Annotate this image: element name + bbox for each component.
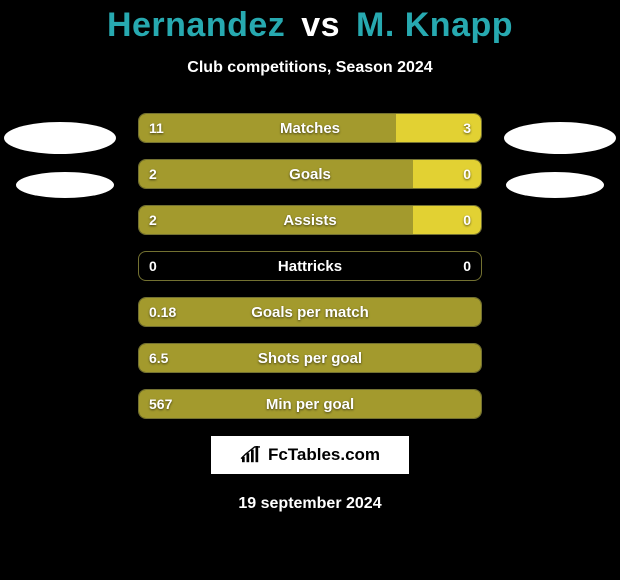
- stat-row: 567Min per goal: [138, 389, 482, 419]
- watermark: FcTables.com: [210, 435, 410, 475]
- stat-label: Goals per match: [139, 298, 481, 326]
- stat-row: 6.5Shots per goal: [138, 343, 482, 373]
- stat-row: 0.18Goals per match: [138, 297, 482, 327]
- stat-row: 00Hattricks: [138, 251, 482, 281]
- watermark-text: FcTables.com: [268, 445, 380, 465]
- stat-row: 20Assists: [138, 205, 482, 235]
- stat-label: Min per goal: [139, 390, 481, 418]
- stat-label: Shots per goal: [139, 344, 481, 372]
- stat-label: Hattricks: [139, 252, 481, 280]
- stat-label: Goals: [139, 160, 481, 188]
- stat-label: Matches: [139, 114, 481, 142]
- page-title: Hernandez vs M. Knapp: [0, 6, 620, 45]
- stat-row: 20Goals: [138, 159, 482, 189]
- player1-name: Hernandez: [107, 6, 285, 44]
- chart-icon: [240, 446, 262, 464]
- vs-text: vs: [301, 6, 340, 44]
- stats-block: 113Matches 20Goals 20Assists 00Hattricks 0.1…: [0, 113, 620, 513]
- player2-name: M. Knapp: [356, 6, 513, 44]
- subtitle: Club competitions, Season 2024: [0, 59, 620, 77]
- date-text: 19 september 2024: [0, 495, 620, 513]
- stats-bars: 113Matches 20Goals 20Assists 00Hattricks 0.1…: [138, 113, 482, 419]
- stat-label: Assists: [139, 206, 481, 234]
- stat-row: 113Matches: [138, 113, 482, 143]
- title-block: Hernandez vs M. Knapp Club competitions,…: [0, 0, 620, 77]
